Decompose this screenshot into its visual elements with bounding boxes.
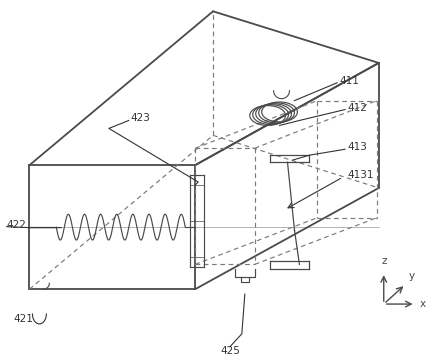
Text: 421: 421 [14, 314, 34, 324]
Text: 411: 411 [339, 76, 359, 86]
Text: 412: 412 [347, 103, 367, 112]
Text: y: y [408, 271, 415, 281]
Text: 423: 423 [131, 114, 151, 123]
Text: z: z [381, 256, 386, 266]
Text: x: x [420, 299, 426, 309]
Text: 422: 422 [7, 219, 27, 230]
Text: 413: 413 [347, 142, 367, 152]
Text: 4131: 4131 [347, 170, 373, 180]
Text: 425: 425 [220, 346, 240, 356]
